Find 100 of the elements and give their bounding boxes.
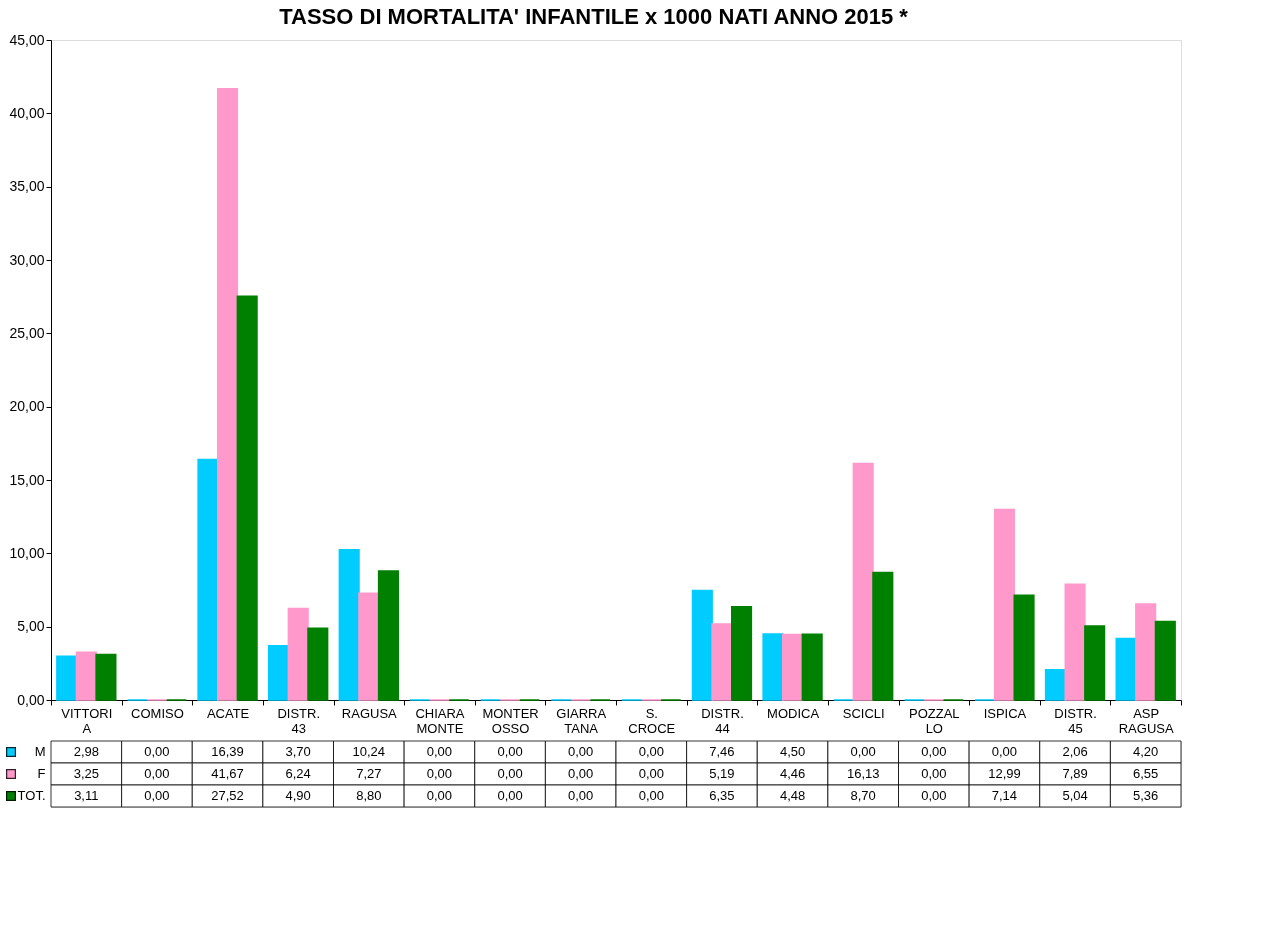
x-tick-label: MODICA: [767, 705, 820, 721]
bar: [307, 627, 329, 701]
data-label: 10,24: [352, 744, 386, 759]
data-label: 27,52: [211, 788, 244, 803]
chart-title: TASSO DI MORTALITA' INFANTILE x 1000 NATI ANNO 2015 *: [279, 3, 909, 29]
data-label: 0,00: [497, 744, 523, 759]
bar: [1154, 620, 1176, 701]
bar: [287, 607, 309, 701]
bar: [872, 571, 894, 701]
y-tick-label: 25,00: [9, 324, 45, 341]
y-tick-label: 40,00: [9, 104, 45, 121]
bar: [691, 589, 713, 701]
bar: [236, 295, 258, 701]
bar: [377, 570, 399, 701]
data-label: 5,36: [1133, 788, 1159, 803]
bar: [1064, 583, 1086, 701]
data-label: 7,46: [709, 744, 735, 759]
data-label: 8,70: [850, 788, 876, 803]
data-label: 4,20: [1133, 744, 1159, 759]
bar: [1115, 637, 1137, 701]
data-label: 7,89: [1062, 766, 1088, 781]
x-tick-label: DISTR. 44: [701, 705, 744, 736]
y-tick-label: 5,00: [17, 618, 45, 635]
data-label: 16,39: [211, 744, 244, 759]
data-label: 7,27: [356, 766, 382, 781]
x-tick-label: DISTR. 45: [1054, 705, 1097, 736]
bar: [56, 655, 78, 701]
data-label: 0,00: [144, 766, 170, 781]
bar: [197, 458, 219, 701]
data-label: 4,90: [285, 788, 311, 803]
bar: [852, 462, 874, 701]
y-tick-label: 20,00: [9, 398, 45, 415]
data-label: 41,67: [211, 766, 244, 781]
x-tick-label: GIARRA TANA: [556, 705, 607, 736]
data-label: 0,00: [568, 766, 594, 781]
legend-label: F: [37, 766, 46, 781]
y-tick-label: 10,00: [9, 544, 45, 561]
data-label: 0,00: [568, 788, 594, 803]
y-tick-label: 15,00: [9, 471, 45, 488]
bar: [268, 644, 290, 701]
y-tick-label: 0,00: [17, 691, 45, 708]
data-label: 0,00: [638, 744, 664, 759]
data-label: 3,25: [73, 766, 99, 781]
bar: [801, 633, 823, 701]
bar: [762, 633, 784, 701]
x-tick-label: ASP RAGUSA: [1118, 705, 1174, 736]
bar: [217, 88, 239, 701]
x-tick-label: VITTORI A: [61, 705, 113, 736]
data-label: 0,00: [497, 788, 523, 803]
x-tick-label: CHIARA MONTE: [415, 705, 465, 736]
bar: [731, 606, 753, 701]
x-tick-label: COMISO: [131, 705, 184, 721]
bar: [1084, 625, 1106, 701]
data-label: 0,00: [638, 766, 664, 781]
x-tick-label: SCICLI: [842, 705, 885, 721]
bar: [95, 653, 117, 701]
data-label: 0,00: [144, 788, 170, 803]
data-label: 6,55: [1133, 766, 1159, 781]
bar: [338, 549, 360, 701]
data-label: 4,46: [779, 766, 806, 781]
data-label: 3,11: [74, 788, 99, 803]
data-label: 0,00: [850, 744, 876, 759]
y-tick-label: 45,00: [9, 31, 45, 48]
x-tick-label: RAGUSA: [341, 705, 398, 721]
data-label: 0,00: [426, 766, 453, 781]
data-label: 6,35: [709, 788, 735, 803]
data-label: 0,00: [568, 744, 594, 759]
data-label: 0,00: [144, 744, 170, 759]
data-label: 0,00: [921, 788, 947, 803]
data-label: 5,19: [709, 766, 735, 781]
data-label: 12,99: [988, 766, 1021, 781]
y-tick-label: 30,00: [9, 251, 45, 268]
data-label: 3,70: [285, 744, 311, 759]
bar: [1044, 669, 1066, 701]
data-label: 0,00: [921, 766, 947, 781]
data-label: 0,00: [426, 744, 453, 759]
data-label: 8,80: [356, 788, 382, 803]
legend-label: M: [34, 744, 46, 759]
data-label: 5,04: [1062, 788, 1088, 803]
data-label: 0,00: [497, 766, 523, 781]
data-label: 16,13: [846, 766, 880, 781]
bar: [1135, 603, 1157, 701]
data-label: 2,98: [73, 744, 99, 759]
bar: [358, 592, 380, 701]
x-tick-label: S. CROCE: [628, 705, 676, 736]
bar: [1013, 594, 1035, 701]
bar: [75, 651, 97, 701]
bar: [711, 623, 733, 701]
data-label: 4,48: [779, 788, 806, 803]
bar: [782, 633, 804, 701]
data-label: 7,14: [991, 788, 1018, 803]
y-tick-label: 35,00: [9, 178, 45, 195]
x-tick-label: DISTR. 43: [277, 705, 320, 736]
bar: [993, 508, 1015, 701]
x-tick-label: POZZAL LO: [909, 705, 960, 736]
data-label: 4,50: [779, 744, 806, 759]
x-tick-label: MONTER OSSO: [482, 705, 539, 736]
x-tick-label: ISPICA: [983, 705, 1027, 721]
data-label: 0,00: [638, 788, 664, 803]
data-label: 2,06: [1062, 744, 1088, 759]
